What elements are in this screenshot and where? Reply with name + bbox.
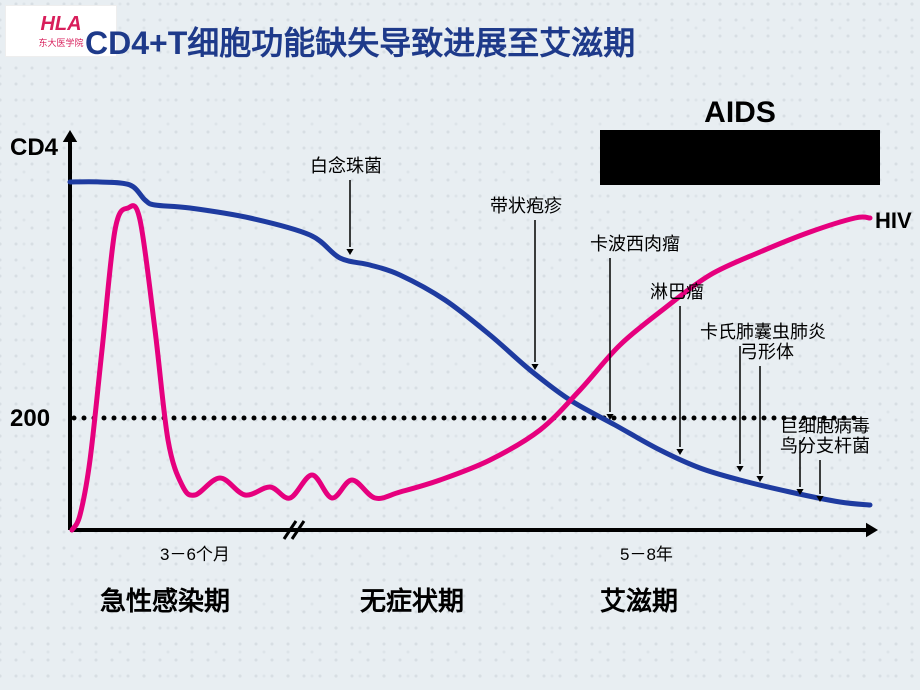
svg-text:急性感染期: 急性感染期 (100, 586, 230, 616)
svg-text:HIV: HIV (875, 208, 912, 233)
chart-svg: AIDS CD4 200 HIV 白念珠菌带状疱疹卡波西肉瘤淋巴瘤卡氏肺囊虫肺炎弓形体巨… (0, 100, 920, 660)
svg-text:巨细胞病毒: 巨细胞病毒 (780, 416, 870, 436)
svg-text:200: 200 (10, 405, 50, 432)
svg-text:卡波西肉瘤: 卡波西肉瘤 (590, 234, 680, 254)
svg-text:5－8年: 5－8年 (620, 545, 673, 564)
svg-text:白念珠菌: 白念珠菌 (310, 155, 382, 176)
logo-main: HLA (40, 13, 81, 36)
svg-text:艾滋期: 艾滋期 (600, 586, 678, 616)
svg-text:弓形体: 弓形体 (740, 342, 794, 362)
page-title: CD4+T细胞功能缺失导致进展至艾滋期 (85, 18, 635, 64)
svg-text:CD4: CD4 (10, 134, 59, 161)
svg-text:鸟分支杆菌: 鸟分支杆菌 (780, 436, 870, 456)
cd4-hiv-chart: AIDS CD4 200 HIV 白念珠菌带状疱疹卡波西肉瘤淋巴瘤卡氏肺囊虫肺炎弓形体巨… (0, 100, 920, 660)
svg-text:无症状期: 无症状期 (360, 586, 464, 616)
svg-text:3－6个月: 3－6个月 (160, 545, 230, 564)
svg-text:带状疱疹: 带状疱疹 (490, 196, 562, 216)
logo-sub: 东大医学院 (38, 36, 83, 49)
svg-text:淋巴瘤: 淋巴瘤 (650, 282, 704, 302)
svg-text:卡氏肺囊虫肺炎: 卡氏肺囊虫肺炎 (700, 322, 826, 342)
svg-text:AIDS: AIDS (704, 100, 776, 129)
